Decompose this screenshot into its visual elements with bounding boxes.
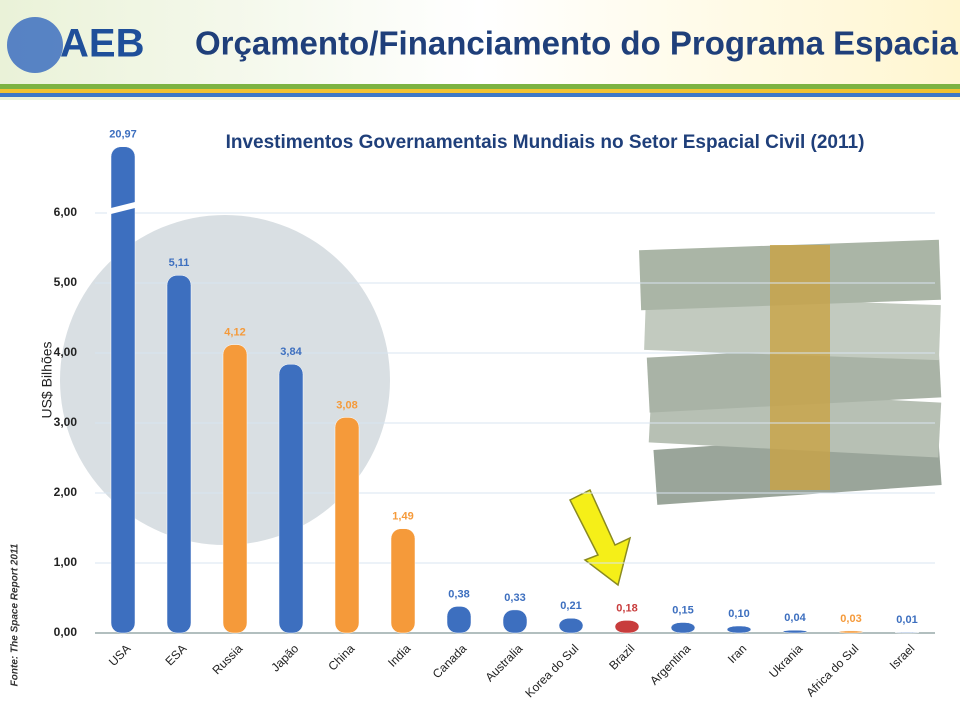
x-tick-label: Japão: [268, 641, 301, 674]
value-label: 0,03: [840, 613, 861, 625]
x-tick-label: Africa do Sul: [803, 641, 861, 699]
x-tick-label: Russia: [210, 641, 246, 677]
value-label: 0,18: [616, 602, 637, 614]
arrow: [568, 488, 632, 587]
bar: [222, 344, 248, 634]
value-label: 0,15: [672, 604, 693, 616]
y-tick-label: 2,00: [54, 485, 78, 499]
value-label: 0,10: [728, 608, 749, 620]
x-tick-label: Iran: [725, 641, 750, 666]
chart-title: Investimentos Governamentais Mundiais no…: [226, 132, 865, 153]
x-tick-label: Brazil: [606, 641, 637, 672]
value-label: 0,33: [504, 592, 525, 604]
money-stack: [639, 239, 942, 505]
bar: [670, 622, 696, 634]
x-tick-label: ESA: [162, 641, 189, 668]
bar: [334, 417, 360, 634]
x-tick-label: Australia: [482, 641, 525, 684]
value-label: 3,08: [336, 399, 357, 411]
x-tick-label: Korea do Sul: [522, 641, 581, 700]
value-label: 4,12: [224, 327, 245, 339]
value-label: 0,38: [448, 588, 469, 600]
x-tick-label: India: [385, 641, 414, 670]
x-tick-label: Argentina: [647, 641, 693, 687]
value-label: 0,04: [784, 612, 806, 624]
stripe: [0, 93, 960, 97]
value-label: 1,49: [392, 511, 413, 523]
x-tick-label: Canada: [430, 641, 470, 681]
bar: [166, 275, 192, 634]
logo: AEB: [60, 22, 144, 66]
bar: [110, 146, 136, 634]
value-label: 3,84: [280, 346, 302, 358]
axis-break: [107, 201, 139, 215]
bar: [614, 620, 640, 634]
y-tick-label: 6,00: [54, 205, 78, 219]
stripe: [0, 89, 960, 93]
bar: [782, 629, 808, 634]
y-tick-label: 1,00: [54, 555, 78, 569]
y-tick-label: 5,00: [54, 275, 78, 289]
bar: [558, 618, 584, 634]
value-label: 20,97: [109, 129, 137, 141]
y-tick-label: 0,00: [54, 625, 78, 639]
header-band: [0, 0, 960, 100]
bar: [838, 630, 864, 634]
x-tick-label: Ukrania: [766, 641, 805, 680]
logo-globe: [7, 17, 63, 73]
bar: [278, 363, 304, 634]
bar: [446, 606, 472, 634]
bar: [390, 528, 416, 634]
x-tick-label: USA: [106, 641, 133, 668]
source: Fonte: The Space Report 2011: [10, 543, 21, 686]
bar: [894, 632, 920, 634]
y-tick-label: 3,00: [54, 415, 78, 429]
value-label: 0,01: [896, 614, 917, 626]
stripe: [0, 84, 960, 89]
y-axis-label: US$ Bilhões: [39, 341, 55, 418]
x-tick-label: Israel: [887, 641, 918, 672]
slide-title: Orçamento/Financiamento do Programa Espa…: [195, 25, 960, 62]
y-tick-label: 4,00: [54, 345, 78, 359]
value-label: 0,21: [560, 600, 581, 612]
bar: [726, 625, 752, 634]
value-label: 5,11: [169, 257, 190, 269]
bar: [502, 609, 528, 634]
x-tick-label: China: [325, 641, 357, 673]
